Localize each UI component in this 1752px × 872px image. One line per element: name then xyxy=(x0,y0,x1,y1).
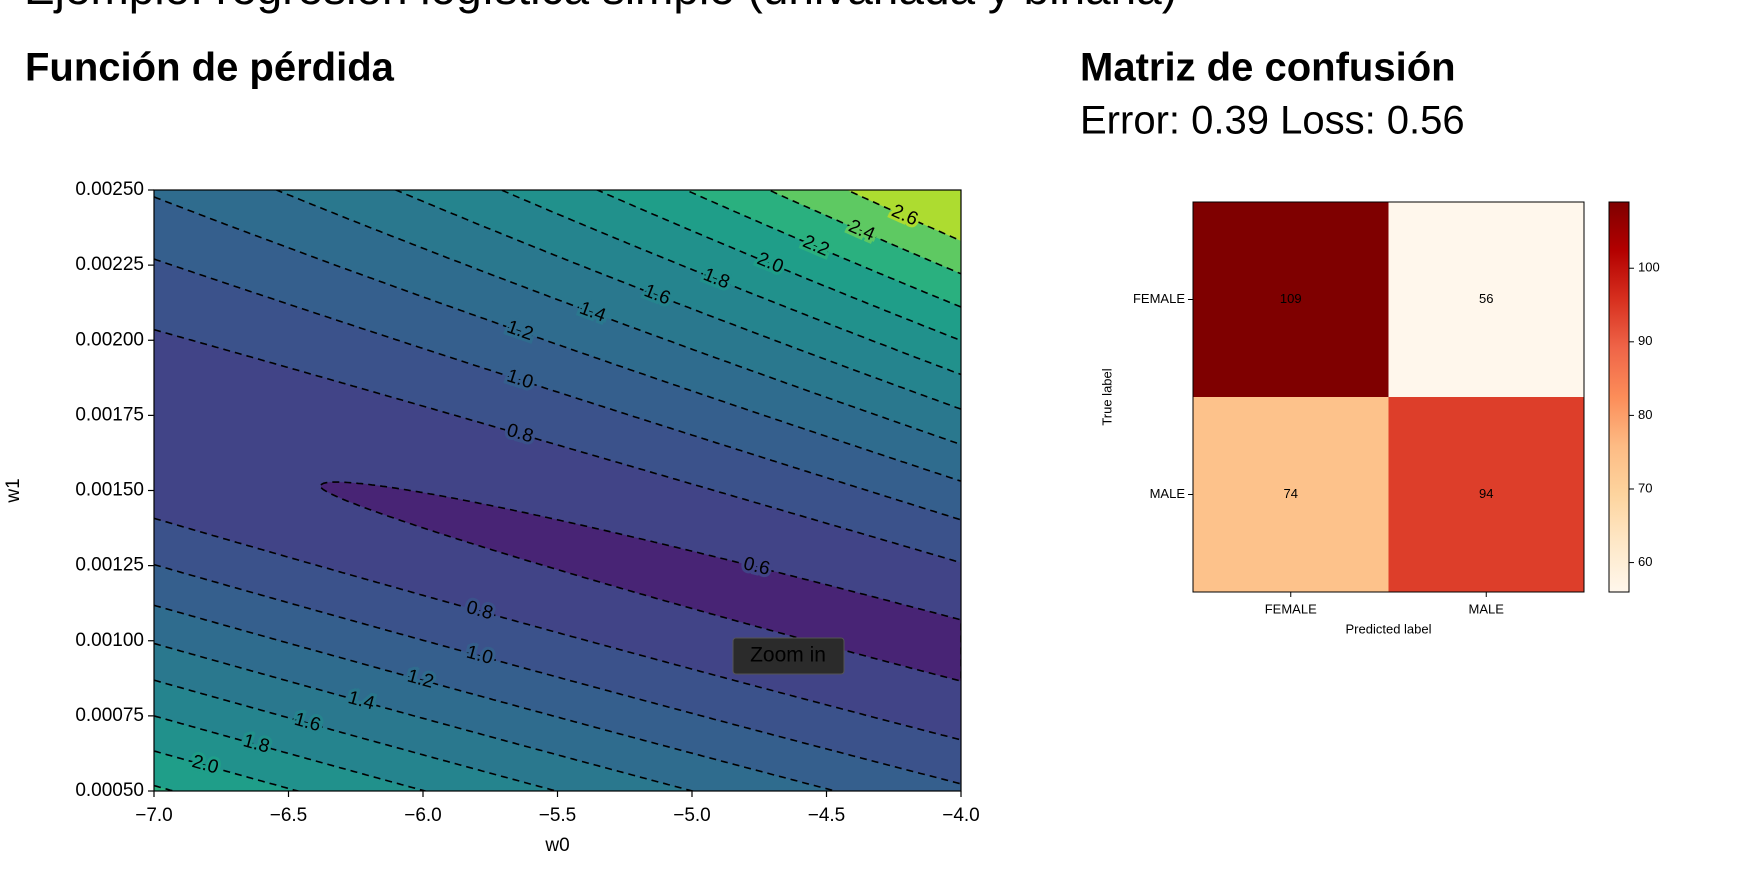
contour-line xyxy=(766,190,961,275)
contour-line xyxy=(499,190,961,376)
right-heading: Matriz de confusión xyxy=(1080,46,1456,90)
x-axis-label: Predicted label xyxy=(1346,621,1432,636)
x-tick-label: −4.0 xyxy=(942,805,980,826)
tooltip-text: Zoom in xyxy=(750,644,826,667)
heat-cell xyxy=(1193,202,1389,397)
x-tick-label: −7.0 xyxy=(135,805,173,826)
confusion-matrix: 109 56 74 94 FEMALE MALE FEMALE MALE Predicted l… xyxy=(1099,201,1660,636)
contour-line xyxy=(154,196,961,482)
y-axis-label: True label xyxy=(1099,368,1114,425)
contour-line xyxy=(154,563,961,785)
y-tick-label: MALE xyxy=(1150,486,1186,501)
x-tick-label: −5.5 xyxy=(539,805,577,826)
contour-chart: 0.60.80.81.01.01.21.21.41.41.61.61.81.82… xyxy=(3,179,980,872)
y-tick-label: 0.00175 xyxy=(75,404,144,425)
right-subheading: Error: 0.39 Loss: 0.56 xyxy=(1080,99,1465,143)
x-tick-label: MALE xyxy=(1469,601,1505,616)
y-tick-label: 0.00050 xyxy=(75,780,144,801)
colorbar-tick-label: 80 xyxy=(1638,407,1652,422)
y-axis-label: w1 xyxy=(3,478,24,503)
contour-line xyxy=(154,517,961,741)
contour-line xyxy=(154,604,839,791)
heat-cell xyxy=(1388,202,1584,397)
slide-title: Ejemplo: regresión logística simple (uni… xyxy=(24,0,1177,14)
colorbar-tick-label: 100 xyxy=(1638,260,1660,275)
y-tick-label: FEMALE xyxy=(1133,291,1185,306)
y-tick-label: 0.00200 xyxy=(75,329,144,350)
colorbar-tick-label: 70 xyxy=(1638,480,1652,495)
tooltip-box xyxy=(732,637,845,675)
x-tick-label: −5.0 xyxy=(673,805,711,826)
contour-line xyxy=(274,190,961,446)
x-tick-label: −4.5 xyxy=(808,805,846,826)
y-tick-label: 0.00100 xyxy=(75,630,144,651)
colorbar-tick-label: 60 xyxy=(1638,554,1652,569)
heat-cell xyxy=(1193,397,1389,592)
y-tick-label: 0.00125 xyxy=(75,555,144,576)
colorbar-tick-label: 90 xyxy=(1638,333,1652,348)
cell-label: 56 xyxy=(1479,291,1493,306)
y-tick-label: 0.00075 xyxy=(75,705,144,726)
cell-label: 74 xyxy=(1284,486,1298,501)
x-tick-label: FEMALE xyxy=(1265,601,1317,616)
contour-line xyxy=(319,481,961,682)
colorbar xyxy=(1608,201,1630,593)
contour-band xyxy=(320,482,961,682)
y-tick-label: 0.00225 xyxy=(75,254,144,275)
cell-label: 109 xyxy=(1280,291,1302,306)
cell-label: 94 xyxy=(1479,486,1493,501)
x-tick-label: −6.5 xyxy=(270,805,308,826)
contour-line xyxy=(683,190,961,308)
left-heading: Función de pérdida xyxy=(25,46,395,90)
contour-line xyxy=(154,258,961,521)
contour-line xyxy=(154,854,961,872)
y-tick-label: 0.00150 xyxy=(75,480,144,501)
contour-line xyxy=(154,328,961,564)
heat-cell xyxy=(1388,397,1584,592)
plot-area: 0.60.80.81.01.01.21.21.41.41.61.61.81.82… xyxy=(154,190,961,872)
tooltip: Zoom in xyxy=(732,637,845,675)
x-axis-label: w0 xyxy=(544,835,569,856)
x-tick-label: −6.0 xyxy=(404,805,442,826)
heat-frame xyxy=(1192,201,1585,593)
contour-line xyxy=(154,784,177,791)
y-tick-label: 0.00250 xyxy=(75,179,144,200)
